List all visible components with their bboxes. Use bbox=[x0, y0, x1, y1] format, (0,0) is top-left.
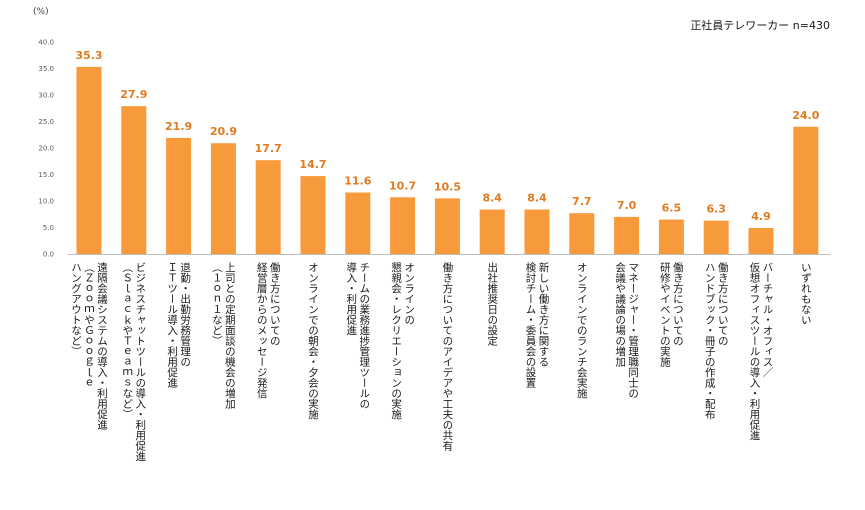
sample-size-note: 正社員テレワーカー n=430 bbox=[690, 18, 830, 32]
bar bbox=[390, 197, 416, 254]
bar-value-label: 8.4 bbox=[527, 191, 547, 204]
bar-value-label: 8.4 bbox=[482, 191, 502, 204]
bar-value-label: 6.3 bbox=[706, 203, 726, 216]
category-label: 会議や議論の場の増加 bbox=[614, 261, 626, 367]
y-tick-label: 15.0 bbox=[38, 171, 54, 179]
bar bbox=[614, 216, 640, 254]
category-label: ＩＴツール導入・利用促進 bbox=[166, 262, 178, 388]
category-label: 遠隔会議システムの導入・利用促進 bbox=[96, 261, 108, 430]
category-label: 働き方についての bbox=[717, 261, 729, 346]
category-label: 出社推奨日の設定 bbox=[486, 261, 498, 347]
category-label: 仮想オフィスツールの導入・利用促進 bbox=[749, 261, 761, 440]
y-tick-label: 25.0 bbox=[38, 118, 54, 126]
category-label: 上司との定期面談の機会の増加 bbox=[224, 262, 236, 409]
category-label: 新しい働き方に関する bbox=[538, 261, 550, 367]
y-tick-label: 35.0 bbox=[38, 65, 54, 73]
category-label: 導入・利用促進 bbox=[345, 261, 357, 335]
bar bbox=[434, 198, 460, 254]
category-label: （ＺｏｏｍやＧｏｏｇｌｅ bbox=[83, 262, 95, 388]
y-tick-label: 40.0 bbox=[38, 39, 54, 47]
category-label: 検討チーム・委員会の設置 bbox=[525, 261, 537, 388]
category-label: オンラインでのランチ会実施 bbox=[576, 262, 588, 399]
category-label: 経営層からのメッセージ発信 bbox=[256, 261, 268, 399]
category-label: ビジネスチャットツールの導入・利用促進 bbox=[134, 262, 146, 462]
bar-value-label: 10.7 bbox=[389, 179, 416, 192]
category-label: 懇親会・レクリエーションの実施 bbox=[390, 262, 402, 420]
bar-value-label: 7.0 bbox=[617, 199, 637, 212]
category-label: いずれもない bbox=[800, 262, 812, 325]
category-label: 退勤・出勤労務管理の bbox=[179, 262, 191, 367]
y-tick-label: 5.0 bbox=[43, 224, 54, 232]
bar-value-label: 6.5 bbox=[662, 202, 682, 215]
bar-value-label: 21.9 bbox=[165, 120, 192, 133]
category-label: 働き方についてのアイデアや工夫の共有 bbox=[441, 261, 453, 452]
y-tick-label: 10.0 bbox=[38, 198, 54, 206]
bar-value-label: 27.9 bbox=[120, 88, 147, 101]
bar bbox=[703, 220, 729, 254]
category-label: ハンドブック・冊子の作成・配布 bbox=[704, 262, 716, 420]
category-label: オンラインの bbox=[403, 262, 415, 325]
bar-value-label: 7.7 bbox=[572, 195, 592, 208]
category-label: マネージャー・管理職同士の bbox=[627, 262, 639, 399]
category-label: （１ｏｎ１など） bbox=[211, 262, 223, 346]
y-tick-label: 20.0 bbox=[38, 145, 54, 153]
bar-value-label: 17.7 bbox=[255, 142, 282, 155]
bar bbox=[210, 143, 236, 254]
category-label: 働き方についての bbox=[269, 261, 281, 346]
bar bbox=[658, 219, 684, 254]
bar bbox=[479, 209, 505, 254]
y-tick-label: 30.0 bbox=[38, 92, 54, 100]
bars-group bbox=[76, 66, 819, 254]
bar-value-label: 10.5 bbox=[434, 180, 461, 193]
bar-value-label: 24.0 bbox=[792, 109, 819, 122]
bar-value-label: 35.3 bbox=[75, 49, 102, 62]
category-label: 研修やイベントの実施 bbox=[659, 262, 671, 368]
category-label: オンラインでの朝会・夕会の実施 bbox=[307, 262, 319, 420]
bar-value-label: 14.7 bbox=[299, 158, 326, 171]
bar-value-label: 11.6 bbox=[344, 175, 371, 188]
y-axis-unit-label: (%) bbox=[33, 7, 49, 17]
bar-value-label: 4.9 bbox=[751, 210, 771, 223]
bar bbox=[76, 66, 102, 254]
category-label: ハングアウトなど） bbox=[70, 262, 82, 357]
bar-value-label: 20.9 bbox=[210, 125, 237, 138]
bar bbox=[166, 137, 192, 254]
bar bbox=[255, 160, 281, 254]
bar bbox=[300, 176, 326, 254]
bar bbox=[345, 192, 371, 254]
category-label: チームの業務進捗管理ツールの bbox=[358, 262, 370, 409]
y-axis: 0.0 5.0 10.0 15.0 20.0 25.0 30.0 35.0 40.0 bbox=[38, 39, 54, 259]
bar bbox=[793, 126, 819, 254]
bar bbox=[569, 213, 595, 254]
category-label: 働き方についての bbox=[672, 261, 684, 346]
category-label: （ＳｌａｃｋやＴｅａｍｓなど） bbox=[121, 262, 133, 420]
bar bbox=[524, 209, 550, 254]
bar bbox=[121, 106, 147, 254]
bar bbox=[748, 228, 774, 254]
value-labels-group: 35.3 27.9 21.9 20.9 17.7 14.7 11.6 10.7 10.5 8.4 8… bbox=[75, 49, 819, 223]
category-label: バーチャル・オフィス／ bbox=[762, 262, 774, 378]
y-tick-label: 0.0 bbox=[43, 251, 54, 259]
